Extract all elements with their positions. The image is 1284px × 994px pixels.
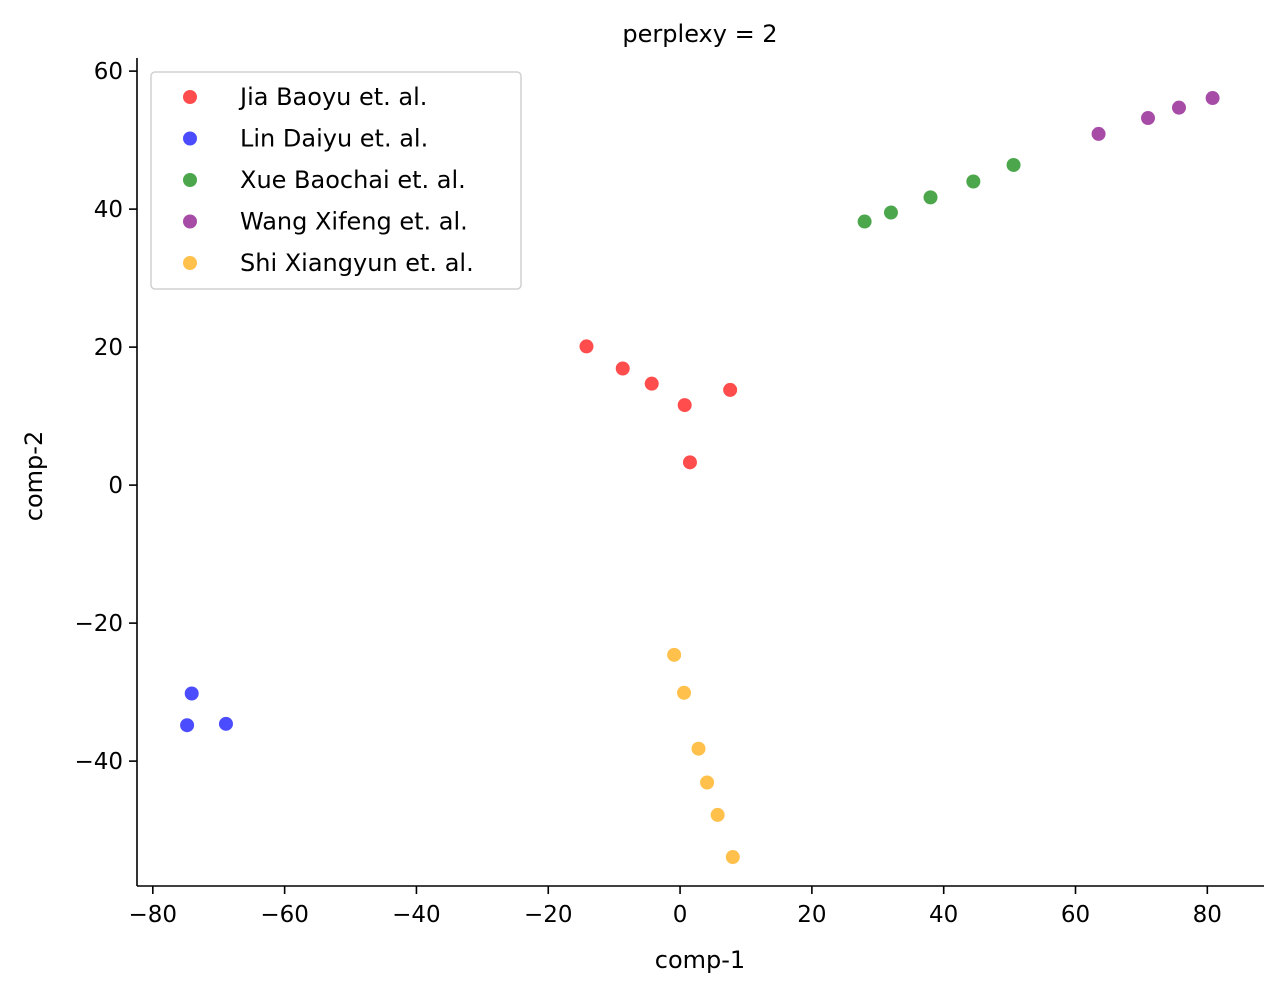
x-tick-label: 80: [1193, 902, 1222, 928]
data-point: [184, 686, 199, 701]
data-point: [857, 214, 872, 229]
data-point: [700, 775, 715, 790]
x-tick-label: −40: [392, 902, 441, 928]
legend-marker: [183, 214, 197, 229]
x-axis-label: comp-1: [655, 946, 745, 974]
data-point: [1171, 100, 1186, 115]
data-point: [579, 339, 594, 354]
data-point: [677, 398, 692, 413]
legend-label: Xue Baochai et. al.: [240, 166, 466, 194]
x-tick-label: −60: [260, 902, 309, 928]
legend-marker: [183, 173, 197, 187]
y-axis-label: comp-2: [20, 431, 48, 521]
legend-label: Wang Xifeng et. al.: [240, 208, 468, 236]
legend-marker: [183, 131, 197, 146]
data-point: [725, 850, 740, 865]
data-point: [677, 685, 692, 700]
data-point: [710, 807, 725, 822]
data-point: [883, 205, 898, 220]
y-tick-label: 20: [94, 335, 123, 361]
axis-ticks: −80 −60 −40 −20 0 20 40 60 80 −40 −20 0 20 40 60: [74, 59, 1222, 928]
y-tick-label: 60: [94, 59, 123, 85]
x-tick-label: 0: [673, 902, 688, 928]
legend-label: Jia Baoyu et. al.: [238, 83, 427, 111]
data-point: [1091, 126, 1106, 141]
data-point: [644, 376, 659, 391]
y-tick-label: −20: [74, 611, 123, 637]
x-tick-label: 60: [1061, 902, 1090, 928]
legend-frame: [150, 71, 522, 290]
y-tick-label: −40: [74, 749, 123, 775]
legend-marker: [183, 90, 197, 104]
x-tick-label: −20: [524, 902, 573, 928]
data-point: [966, 174, 981, 189]
data-point: [691, 741, 706, 756]
data-point: [923, 190, 938, 205]
data-point: [180, 718, 195, 733]
legend-label: Shi Xiangyun et. al.: [240, 249, 474, 277]
chart-title: perplexy = 2: [622, 20, 777, 48]
data-point: [218, 716, 233, 731]
data-point: [682, 455, 697, 470]
x-tick-label: −80: [129, 902, 178, 928]
legend: Jia Baoyu et. al. Lin Daiyu et. al. Xue Ba…: [150, 71, 522, 290]
legend-marker: [183, 256, 197, 270]
y-tick-label: 40: [94, 197, 123, 223]
data-point: [1006, 157, 1021, 172]
data-point: [1141, 111, 1156, 126]
legend-label: Lin Daiyu et. al.: [240, 125, 428, 153]
y-tick-label: 0: [108, 473, 123, 499]
axes: [136, 58, 1264, 887]
data-point: [667, 647, 682, 662]
data-point: [615, 361, 630, 376]
x-tick-label: 20: [797, 902, 826, 928]
x-tick-label: 40: [929, 902, 958, 928]
data-point: [1205, 91, 1220, 106]
data-points: [180, 91, 1220, 865]
data-point: [723, 382, 738, 397]
